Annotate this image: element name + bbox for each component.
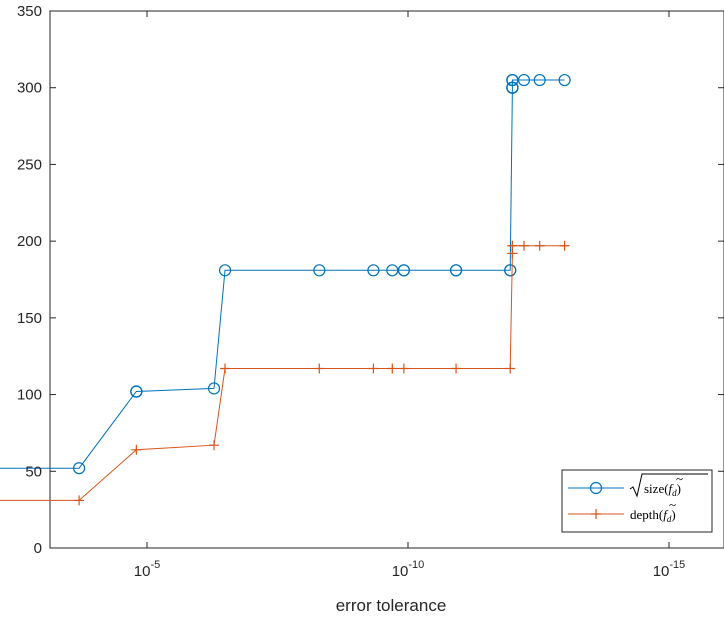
data-point xyxy=(558,73,571,87)
data-point xyxy=(534,240,545,251)
legend-marker-depth xyxy=(591,509,601,519)
y-tick-label: 0 xyxy=(34,540,42,557)
data-point xyxy=(506,81,519,94)
y-tick-label: 350 xyxy=(17,3,42,20)
legend-label-f: f xyxy=(663,507,669,522)
legend-tilde-icon: ~ xyxy=(669,497,676,512)
data-point xyxy=(387,363,398,374)
legend-label-depth: depth(fd) xyxy=(630,507,676,524)
legend-label-f: f xyxy=(669,481,675,496)
data-point xyxy=(397,264,410,277)
legend-radical-icon xyxy=(629,473,708,498)
data-point xyxy=(451,363,462,374)
series-line xyxy=(0,79,565,469)
series-layer xyxy=(0,73,571,506)
series-size xyxy=(0,73,571,475)
data-point xyxy=(517,73,531,87)
x-tick-exponent: -15 xyxy=(669,559,685,571)
legend-label-text: size( xyxy=(644,481,669,496)
y-tick-label: 250 xyxy=(17,156,42,173)
data-point xyxy=(507,240,518,251)
plot-frame xyxy=(49,10,724,549)
x-tick-exponent: -10 xyxy=(408,559,424,571)
data-point xyxy=(533,73,546,87)
data-point xyxy=(218,264,232,277)
legend-label-close: ) xyxy=(671,507,675,522)
series-line xyxy=(0,245,565,501)
y-tick-label: 150 xyxy=(17,310,42,327)
data-point xyxy=(207,382,221,395)
data-point xyxy=(72,462,86,475)
data-point xyxy=(130,385,143,398)
legend: size(fd)~depth(fd)~ xyxy=(561,469,713,533)
legend-label-sub: d xyxy=(667,514,672,524)
y-tick-label: 100 xyxy=(17,387,42,404)
x-tick-label: 10-15 xyxy=(653,559,686,580)
y-tick-label: 50 xyxy=(25,463,42,480)
legend-box xyxy=(561,469,713,533)
data-point xyxy=(313,264,326,277)
legend-label-text: depth( xyxy=(630,507,663,522)
data-point xyxy=(74,495,85,506)
x-axis-label: error tolerance xyxy=(336,596,447,615)
legend-marker-size xyxy=(589,481,603,495)
data-point xyxy=(559,240,570,251)
x-tick-exponent: -5 xyxy=(150,559,160,571)
data-point xyxy=(398,363,409,374)
data-point xyxy=(504,264,517,277)
data-point xyxy=(518,240,529,251)
data-point xyxy=(209,440,220,451)
y-tick-label: 200 xyxy=(17,233,42,250)
axes xyxy=(49,10,724,549)
y-tick-label: 300 xyxy=(17,80,42,97)
series-depth xyxy=(0,240,570,506)
data-point xyxy=(220,363,231,374)
legend-label-size: size(fd) xyxy=(644,481,681,498)
legend-label-close: ) xyxy=(677,481,681,496)
x-tick-label: 10-5 xyxy=(134,559,160,580)
data-point xyxy=(368,363,379,374)
data-point xyxy=(367,264,380,277)
x-tick-base: 10 xyxy=(653,563,670,580)
data-point xyxy=(505,363,516,374)
legend-label-sub: d xyxy=(672,488,677,498)
data-point xyxy=(314,363,325,374)
data-point xyxy=(131,444,142,455)
x-tick-base: 10 xyxy=(392,563,409,580)
data-point xyxy=(449,264,463,277)
x-tick-label: 10-10 xyxy=(392,559,425,580)
x-tick-base: 10 xyxy=(134,563,151,580)
legend-tilde-icon: ~ xyxy=(676,471,683,486)
